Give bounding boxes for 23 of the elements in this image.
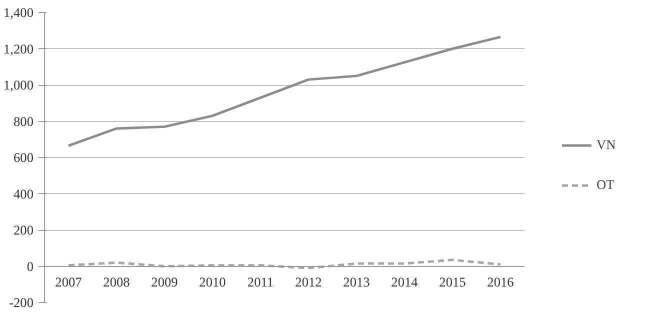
x-tick-label: 2012 (295, 274, 322, 290)
y-tick-label: 0 (26, 258, 34, 274)
x-tick-label: 2013 (343, 274, 370, 290)
legend-label: OT (596, 176, 616, 192)
x-tick-label: 2007 (55, 274, 82, 290)
y-tick-label: 1,000 (4, 78, 34, 92)
y-tick-label: -200 (9, 295, 34, 310)
line-series (67, 36, 502, 147)
x-tick-label: 2009 (151, 274, 178, 290)
x-tick-label: 2014 (391, 274, 418, 290)
x-tick-label: 2010 (199, 274, 226, 290)
y-tick-label: 200 (14, 222, 34, 238)
x-tick-label: 2015 (439, 274, 466, 290)
line-series (67, 258, 502, 270)
x-tick-label: 2016 (487, 274, 514, 290)
x-tick-label: 2008 (103, 274, 130, 290)
legend-label: VN (596, 136, 616, 152)
y-tick-label: 1,400 (4, 5, 34, 20)
x-tick-label: 2011 (247, 274, 274, 290)
y-tick-label: 600 (14, 150, 34, 165)
y-tick-label: 800 (14, 114, 34, 129)
y-tick-label: 1,200 (4, 41, 34, 56)
y-tick-label: 400 (14, 186, 34, 202)
